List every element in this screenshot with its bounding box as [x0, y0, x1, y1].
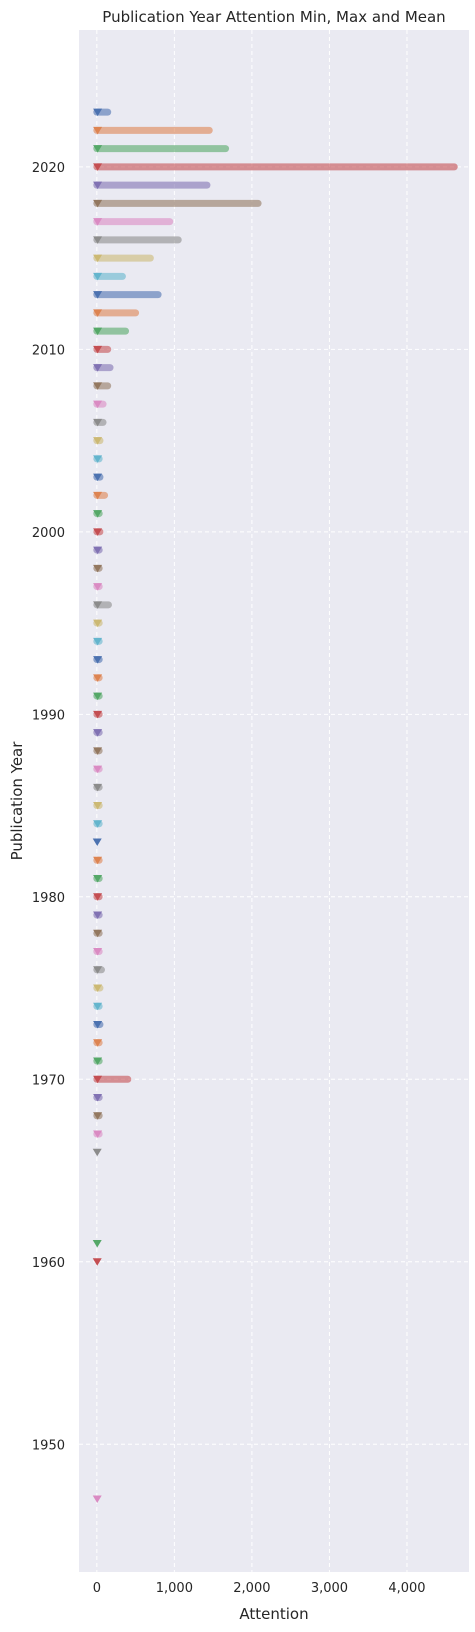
- mean-marker-1980: [93, 893, 103, 901]
- mean-marker-1960: [92, 1258, 102, 1266]
- mean-marker-2022: [93, 126, 103, 135]
- mean-marker-1975: [93, 984, 103, 993]
- mean-marker-2006: [93, 418, 103, 427]
- mean-marker-2014: [93, 272, 103, 281]
- mean-marker-1976: [93, 966, 103, 974]
- x-tick-label: 2,000: [233, 1581, 270, 1596]
- mean-marker-1973: [93, 1021, 103, 1029]
- mean-marker-1979: [93, 911, 103, 920]
- y-tick-label: 2000: [32, 526, 65, 541]
- mean-marker-1968: [93, 1112, 103, 1120]
- mean-marker-1985: [93, 802, 103, 810]
- y-tick-label: 1960: [32, 1256, 65, 1271]
- mean-marker-1988: [93, 747, 103, 755]
- mean-marker-1990: [93, 710, 103, 719]
- mean-marker-1978: [93, 929, 103, 938]
- mean-marker-1967: [93, 1130, 103, 1139]
- mean-marker-1977: [93, 948, 103, 956]
- mean-marker-2002: [93, 491, 103, 500]
- mean-marker-1991: [93, 692, 103, 701]
- mean-marker-1998: [93, 564, 103, 573]
- mean-marker-2020: [93, 163, 103, 171]
- y-tick-label: 1980: [32, 891, 65, 906]
- y-axis-ticks: 1950 1960 1970 1980 1990 2000 2010 2020: [32, 161, 65, 1453]
- x-axis-ticks: 0 1,000 2,000 3,000 4,000: [93, 1581, 426, 1596]
- mean-marker-2008: [93, 382, 103, 390]
- mean-marker-1986: [93, 783, 103, 792]
- mean-marker-1961: [92, 1240, 102, 1248]
- mean-marker-2021: [93, 145, 103, 153]
- mean-marker-1974: [93, 1002, 103, 1011]
- mean-marker-2018: [93, 199, 103, 208]
- mean-marker-1993: [93, 656, 103, 664]
- x-tick-label: 1,000: [156, 1581, 193, 1596]
- mean-marker-1987: [93, 765, 103, 774]
- mean-marker-1997: [93, 583, 103, 591]
- mean-marker-1983: [92, 838, 102, 847]
- mean-marker-1999: [93, 546, 103, 555]
- y-axis-label: Publication Year: [8, 741, 26, 861]
- mean-marker-2013: [93, 291, 103, 299]
- y-tick-label: 1990: [32, 708, 65, 723]
- mean-marker-2010: [93, 345, 103, 354]
- mean-markers: [92, 108, 103, 1504]
- mean-marker-2005: [93, 437, 103, 445]
- x-tick-label: 0: [93, 1581, 101, 1596]
- mean-marker-1969: [93, 1094, 103, 1102]
- y-tick-label: 2020: [32, 161, 65, 176]
- mean-marker-2009: [93, 364, 103, 372]
- y-tick-label: 1970: [32, 1073, 65, 1088]
- mean-marker-2016: [93, 236, 103, 244]
- mean-marker-2000: [93, 528, 103, 536]
- y-tick-label: 2010: [32, 343, 65, 358]
- plot-area: [79, 30, 469, 1572]
- chart-title: Publication Year Attention Min, Max and …: [102, 8, 445, 26]
- mean-marker-1989: [93, 729, 103, 737]
- mean-marker-2001: [93, 510, 103, 518]
- mean-marker-2003: [93, 473, 103, 482]
- mean-marker-2015: [93, 254, 103, 263]
- mean-marker-1981: [93, 875, 103, 883]
- mean-marker-1995: [93, 619, 103, 628]
- mean-marker-2017: [93, 218, 103, 226]
- mean-marker-2007: [93, 400, 103, 409]
- x-tick-label: 4,000: [388, 1581, 425, 1596]
- x-tick-label: 3,000: [311, 1581, 348, 1596]
- mean-marker-1996: [93, 601, 103, 609]
- y-tick-label: 1950: [32, 1438, 65, 1453]
- mean-marker-1984: [93, 820, 103, 828]
- mean-marker-1992: [93, 674, 103, 682]
- x-axis-label: Attention: [239, 1605, 308, 1623]
- mean-marker-2019: [93, 181, 103, 190]
- mean-marker-2011: [93, 327, 103, 336]
- mean-marker-1966: [92, 1148, 102, 1157]
- mean-marker-2004: [93, 455, 103, 463]
- mean-marker-1947: [92, 1495, 102, 1504]
- mean-marker-2023: [93, 108, 103, 117]
- mean-marker-1994: [93, 637, 103, 646]
- mean-marker-1970: [93, 1075, 103, 1084]
- grid: [79, 30, 469, 1572]
- mean-marker-2012: [93, 309, 103, 317]
- mean-marker-1971: [93, 1057, 103, 1066]
- mean-marker-1972: [93, 1039, 103, 1047]
- mean-marker-1982: [93, 856, 103, 865]
